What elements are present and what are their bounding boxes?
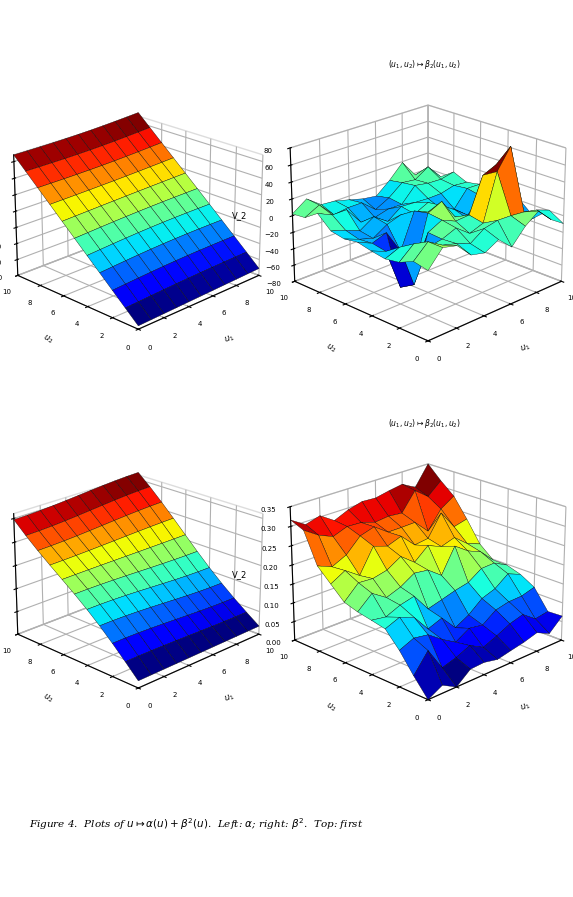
X-axis label: $u_1$: $u_1$	[519, 341, 532, 355]
X-axis label: $u_1$: $u_1$	[222, 333, 236, 346]
X-axis label: $u_1$: $u_1$	[222, 692, 236, 705]
X-axis label: $u_1$: $u_1$	[519, 700, 532, 714]
Title: $(u_1, u_2) \mapsto \beta_2(u_1, u_2)$: $(u_1, u_2) \mapsto \beta_2(u_1, u_2)$	[387, 57, 461, 71]
Y-axis label: $u_2$: $u_2$	[41, 692, 54, 705]
Y-axis label: $u_2$: $u_2$	[324, 700, 337, 714]
Text: Figure 4.  Plots of $u \mapsto \alpha(u) + \beta^2(u)$.  Left: $\alpha$; right: : Figure 4. Plots of $u \mapsto \alpha(u) …	[29, 816, 363, 832]
Y-axis label: $u_2$: $u_2$	[41, 333, 54, 346]
Title: $(u_1, u_2) \mapsto \beta_2(u_1, u_2)$: $(u_1, u_2) \mapsto \beta_2(u_1, u_2)$	[387, 416, 461, 430]
Y-axis label: $u_2$: $u_2$	[324, 341, 337, 355]
